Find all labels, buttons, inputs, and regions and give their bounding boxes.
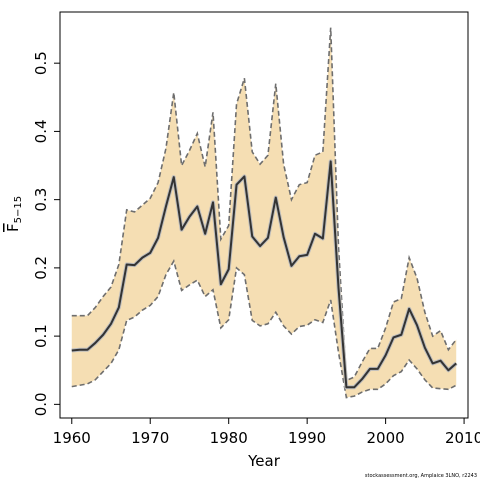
y-axis-title: F5−15 — [4, 196, 24, 232]
y-axis: 0.0 0.1 0.2 0.3 0.4 0.5 — [32, 51, 60, 416]
x-tick-label: 1960 — [53, 429, 91, 447]
y-tick-label: 0.0 — [32, 392, 50, 416]
y-tick-label: 0.1 — [32, 324, 50, 348]
x-tick-label: 1970 — [131, 429, 169, 447]
upper-bound-line — [71, 27, 457, 382]
x-tick-label: 1980 — [210, 429, 248, 447]
x-tick-label: 1990 — [288, 429, 326, 447]
x-tick-label: 2010 — [445, 429, 480, 447]
y-tick-label: 0.2 — [32, 256, 50, 280]
y-tick-label: 0.4 — [32, 119, 50, 143]
footer-credit: stockassessment.org, Amplaice 3LNO, r224… — [365, 473, 477, 479]
y-tick-label: 0.5 — [32, 51, 50, 75]
plot-frame — [59, 11, 469, 419]
y-tick-label: 0.3 — [32, 188, 50, 212]
x-tick-label: 2000 — [367, 429, 405, 447]
estimate-line — [71, 160, 457, 389]
y-axis-title-subscript: 5−15 — [13, 196, 24, 223]
confidence-band — [71, 27, 457, 398]
x-axis-title: Year — [247, 452, 281, 470]
plot-area — [71, 27, 458, 399]
x-axis: 1960 1970 1980 1990 2000 2010 — [53, 418, 480, 447]
y-axis-title-main: F — [4, 223, 22, 232]
